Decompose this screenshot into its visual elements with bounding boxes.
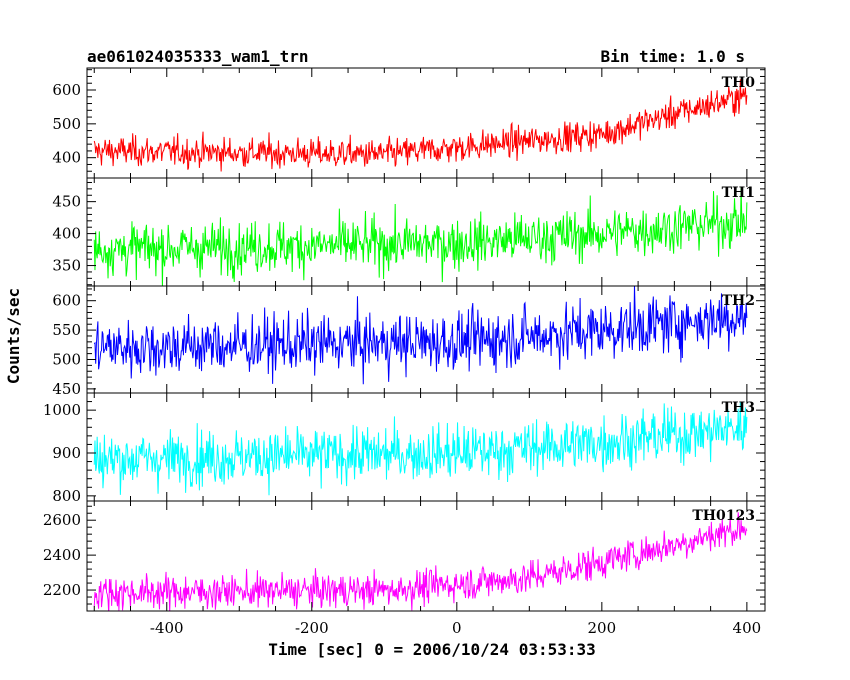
x-tick-label: -400 <box>150 619 184 637</box>
panel-frame <box>86 392 766 502</box>
x-tick-label: -200 <box>295 619 329 637</box>
y-tick-label: 800 <box>52 487 81 505</box>
y-tick-label: 350 <box>52 257 81 275</box>
panel-th0123: 2200 2400 2600 TH0123 <box>43 500 766 612</box>
series-line-th1 <box>93 187 748 286</box>
x-axis-label: Time [sec] 0 = 2006/10/24 03:53:33 <box>268 640 596 659</box>
panel-label-th0123: TH0123 <box>692 508 755 524</box>
panel-label-th0: TH0 <box>722 75 756 91</box>
series-line-th0 <box>93 79 748 172</box>
y-tick-label: 400 <box>52 225 81 243</box>
y-tick-label: 500 <box>52 350 81 368</box>
y-tick-label: 550 <box>52 321 81 339</box>
panel-th1: 350 400 450 TH1 <box>52 177 766 287</box>
y-tick-label: 600 <box>52 292 81 310</box>
y-axis-label: Counts/sec <box>4 288 23 384</box>
x-tick-label: 400 <box>733 619 762 637</box>
panel-th2: 450 500 550 600 TH2 <box>52 285 766 398</box>
chart-title: ae061024035333_wam1_trn <box>87 47 309 66</box>
y-tick-label: 600 <box>52 81 81 99</box>
series-line-th0123 <box>93 512 748 611</box>
y-tick-label: 2400 <box>43 546 81 564</box>
x-tick-label: 0 <box>452 619 462 637</box>
panels-group: 400 500 600 TH0 350 400 450 TH1 450 500 550 600 TH2 8… <box>43 67 766 637</box>
panel-th0: 400 500 600 TH0 <box>52 67 766 179</box>
series-line-th3 <box>93 402 748 496</box>
series-line-th2 <box>93 286 748 385</box>
x-tick-label: 200 <box>588 619 617 637</box>
panel-label-th3: TH3 <box>722 400 755 416</box>
y-tick-label: 1000 <box>43 401 81 419</box>
bin-time-label: Bin time: 1.0 s <box>601 47 746 66</box>
panel-label-th2: TH2 <box>722 293 755 309</box>
y-tick-label: 2200 <box>43 581 81 599</box>
panel-label-th1: TH1 <box>722 185 755 201</box>
panel-frame <box>86 500 766 612</box>
y-tick-label: 2600 <box>43 511 81 529</box>
y-tick-label: 400 <box>52 149 81 167</box>
y-tick-label: 450 <box>52 193 81 211</box>
y-tick-label: 500 <box>52 115 81 133</box>
y-tick-label: 900 <box>52 444 81 462</box>
panel-th3: 800 900 1000 TH3 <box>43 392 766 505</box>
y-tick-label: 450 <box>52 380 81 398</box>
